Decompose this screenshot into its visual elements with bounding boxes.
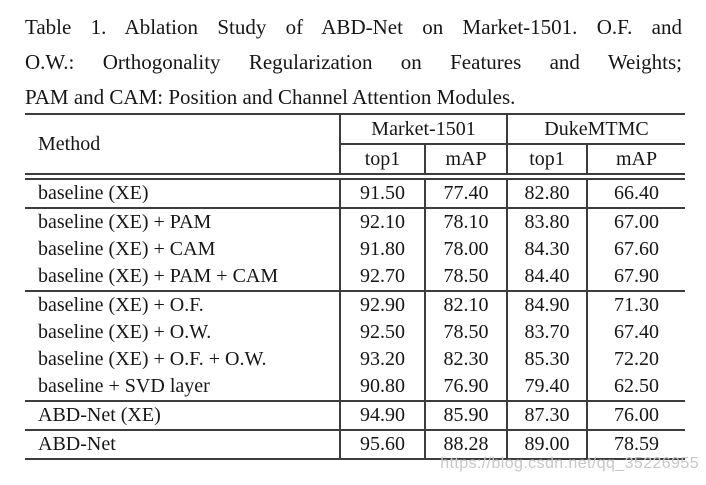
method-cell: baseline (XE) + O.W. [38,321,212,343]
method-cell: ABD-Net [38,433,116,455]
metric-cell: 83.70 [506,319,588,346]
metric-cell: 92.70 [339,263,425,292]
metric-cell: 66.40 [586,176,686,209]
metric-cell: 77.40 [423,176,508,209]
table-row: baseline (XE) 91.50 77.40 82.80 66.40 [25,176,686,209]
col-header-market-top1: top1 [339,144,425,180]
metric-cell: 67.00 [586,208,686,236]
metric-cell: 85.30 [506,346,588,373]
metric-cell: 95.60 [339,430,425,459]
table-row: ABD-Net 95.60 88.28 89.00 78.59 [25,430,686,459]
col-header-duke-map: mAP [586,144,686,180]
table-row: ABD-Net (XE) 94.90 85.90 87.30 76.00 [25,401,686,431]
metric-cell: 94.90 [339,401,425,431]
table-row: baseline (XE) + O.F. 92.90 82.10 84.90 7… [25,291,686,319]
caption-line-1: Table 1. Ablation Study of ABD-Net on Ma… [25,15,682,39]
col-header-market-map: mAP [423,144,508,180]
method-cell: ABD-Net (XE) [25,401,340,431]
metric-cell: 76.00 [586,401,686,431]
metric-cell: 62.50 [586,373,686,402]
metric-cell: 85.90 [423,401,508,431]
ablation-table: Method Market-1501 DukeMTMC top1 mAP top… [25,113,686,460]
metric-cell: 92.50 [339,319,425,346]
metric-cell: 71.30 [586,291,686,319]
col-group-market1501: Market-1501 [338,114,508,145]
metric-cell: 89.00 [506,430,588,459]
header-row-datasets: Method Market-1501 DukeMTMC [25,114,686,180]
method-cell: baseline (XE) + PAM [38,211,212,233]
metric-cell: 88.28 [423,430,508,459]
metric-cell: 67.40 [586,319,686,346]
table-row: baseline + SVD layer 90.80 76.90 79.40 6… [25,373,686,402]
metric-cell: 93.20 [339,346,425,373]
metric-cell: 76.90 [423,373,508,402]
metric-cell: 67.60 [586,236,686,263]
method-cell: baseline (XE) + O.F. [38,294,204,316]
metric-cell: 84.90 [506,291,588,319]
metric-cell: 92.90 [339,291,425,319]
watermark: https://blog.csdn.net/qq_35226955 [440,455,699,472]
metric-cell: 78.59 [586,430,686,459]
method-cell: baseline (XE) + O.F. + O.W. [38,348,267,370]
method-cell: baseline (XE) + PAM + CAM [25,263,340,292]
metric-cell: 82.30 [423,346,508,373]
metric-cell: 78.10 [423,208,508,236]
metric-cell: 90.80 [339,373,425,402]
metric-cell: 72.20 [586,346,686,373]
metric-cell: 83.80 [506,208,588,236]
metric-cell: 78.50 [423,319,508,346]
metric-cell: 82.80 [506,176,588,209]
table-caption: Table 1. Ablation Study of ABD-Net on Ma… [25,10,682,115]
header-row-metrics: top1 mAP top1 mAP [25,144,686,180]
metric-cell: 91.50 [339,176,425,209]
metric-cell: 79.40 [506,373,588,402]
metric-cell: 91.80 [339,236,425,263]
metric-cell: 78.50 [423,263,508,292]
metric-cell: 84.40 [506,263,588,292]
caption-line-2: O.W.: Orthogonality Regularization on Fe… [25,50,682,74]
table-row: baseline (XE) + O.W. 92.50 78.50 83.70 6… [25,319,686,346]
metric-cell: 78.00 [423,236,508,263]
metric-cell: 84.30 [506,236,588,263]
table-row: baseline (XE) + CAM 91.80 78.00 84.30 67… [25,236,686,263]
metric-cell: 87.30 [506,401,588,431]
col-header-duke-top1: top1 [506,144,588,180]
caption-line-3: PAM and CAM: Position and Channel Attent… [25,85,516,109]
metric-cell: 92.10 [339,208,425,236]
table-row: baseline (XE) + PAM 92.10 78.10 83.80 67… [25,208,686,236]
method-cell: baseline + SVD layer [25,373,340,402]
metric-cell: 82.10 [423,291,508,319]
metric-cell: 67.90 [586,263,686,292]
col-header-method: Method [25,114,340,180]
table-row: baseline (XE) + O.F. + O.W. 93.20 82.30 … [25,346,686,373]
method-cell: baseline (XE) [25,176,340,209]
col-group-dukemtmc: DukeMTMC [506,114,686,145]
table-row: baseline (XE) + PAM + CAM 92.70 78.50 84… [25,263,686,292]
method-cell: baseline (XE) + CAM [38,238,216,260]
